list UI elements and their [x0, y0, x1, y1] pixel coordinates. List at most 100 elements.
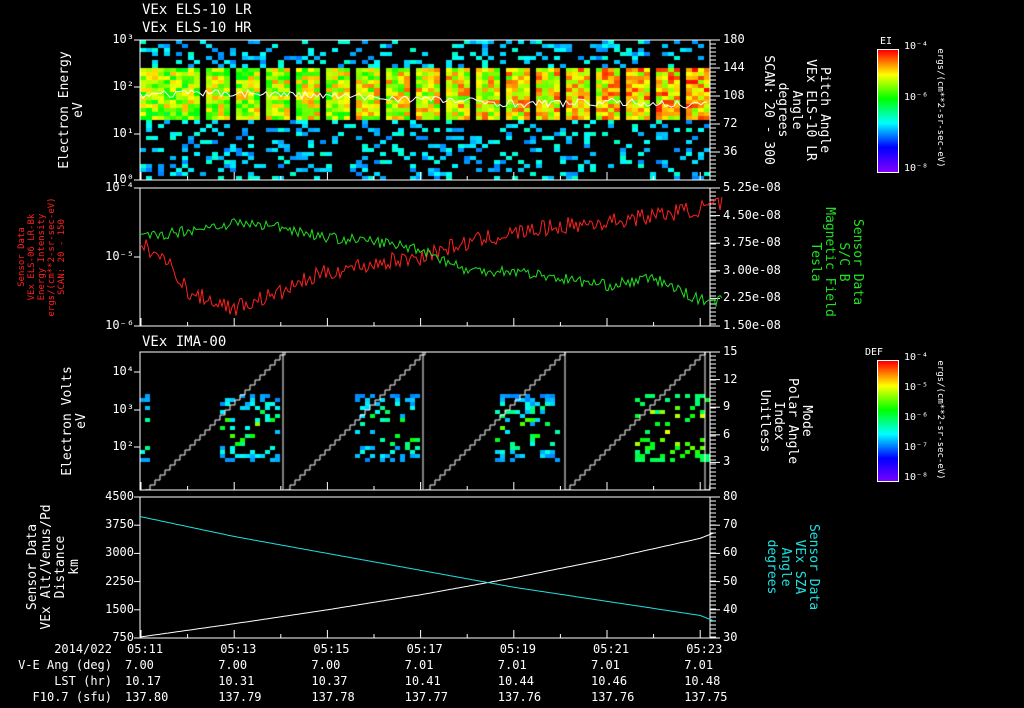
- series-magnetic-field: [139, 218, 723, 308]
- right-tick-label: 50: [723, 573, 738, 588]
- series-sza: [139, 516, 715, 622]
- panel-4-left-axis-title: Sensor Data VEx Alt/Venus/Pd Distance km: [25, 504, 82, 630]
- panel-4-right-axis-title: Sensor Data VEx SZA Angle degrees: [764, 523, 821, 611]
- right-tick-label: 12: [723, 371, 738, 386]
- right-tick-label: 9: [723, 399, 731, 414]
- right-tick-label: 40: [723, 601, 738, 616]
- right-tick-label: 5.25e-08: [723, 180, 781, 194]
- right-tick-label: 60: [723, 545, 738, 560]
- left-tick-label: 4500: [105, 489, 134, 503]
- panel-1-right-axis-title: Pitch Angle VEx ELS-10 LR Angle degrees …: [761, 55, 832, 165]
- x-tick-label: 05:17: [406, 642, 443, 656]
- left-tick-label: 10³: [112, 32, 134, 46]
- ephemeris-value: 10.44: [497, 674, 534, 688]
- x-tick-label: 05:23: [686, 642, 723, 656]
- x-tick-label: 05:13: [220, 642, 257, 656]
- right-tick-label: 144: [723, 60, 745, 74]
- right-tick-label: 6: [723, 426, 731, 441]
- left-tick-label: 10³: [112, 402, 134, 416]
- x-tick-label: 05:15: [313, 642, 350, 656]
- left-tick-label: 10⁻⁵: [105, 249, 134, 263]
- right-tick-label: 3: [723, 454, 731, 469]
- right-tick-label: 180: [723, 32, 745, 46]
- ephemeris-value: 7.00: [125, 658, 154, 672]
- colorbar-tick-label: 10⁻⁷: [904, 442, 929, 453]
- ephemeris-label: V-E Ang (deg): [18, 658, 112, 672]
- colorbar-def-title: DEF: [865, 347, 884, 358]
- ephemeris-value: 10.46: [591, 674, 628, 688]
- right-tick-label: 72: [723, 116, 738, 130]
- ephemeris-value: 10.17: [125, 674, 162, 688]
- title-hr: VEx ELS-10 HR: [142, 20, 252, 36]
- left-tick-label: 10⁴: [112, 364, 134, 378]
- panel-2-right-axis-title: Sensor Data S/C B Magnetic Field Tesla: [808, 207, 865, 317]
- ephemeris-label: LST (hr): [54, 674, 112, 688]
- colorbar-tick-label: 10⁻⁸: [904, 472, 929, 483]
- left-tick-label: 3750: [105, 517, 134, 532]
- ephemeris-value: 10.41: [404, 674, 441, 688]
- colorbar-tick-label: 10⁻⁶: [904, 412, 929, 423]
- ephemeris-value: 137.76: [497, 690, 542, 704]
- x-tick-label: 05:11: [127, 642, 164, 656]
- colorbar-tick-label: 10⁻⁵: [904, 382, 929, 393]
- right-tick-label: 15: [723, 344, 738, 358]
- ephemeris-value: 137.79: [218, 690, 262, 704]
- x-tick-label: 05:21: [593, 642, 630, 656]
- panel3-title: VEx IMA-00: [142, 334, 227, 350]
- colorbar-ei-title: EI: [880, 36, 893, 47]
- x-tick-label: 05:19: [499, 642, 536, 656]
- right-tick-label: 108: [723, 88, 745, 102]
- ephemeris-value: 7.00: [218, 658, 248, 672]
- panel-3-right-axis-title: Mode Polar Angle Index Unitless: [757, 377, 814, 465]
- panel-4-frame: [139, 496, 711, 639]
- left-tick-label: 10²: [112, 439, 134, 453]
- colorbar-tick-label: 10⁻⁸: [904, 163, 929, 174]
- x-axis-date: 2014/022: [54, 642, 112, 656]
- panel-1-frame: [139, 39, 711, 181]
- ephemeris-value: 137.76: [591, 690, 635, 704]
- left-tick-label: 2250: [105, 573, 134, 588]
- right-tick-label: 3.00e-08: [723, 262, 781, 277]
- right-tick-label: 80: [723, 489, 738, 503]
- series-energy-intensity: [139, 196, 723, 316]
- pitch-angle-line: [139, 89, 708, 109]
- left-tick-label: 1500: [105, 601, 134, 616]
- ephemeris-value: 7.01: [591, 658, 620, 672]
- ephemeris-value: 137.80: [125, 690, 169, 704]
- panel-3-left-axis-title: Electron Volts eV: [60, 366, 89, 476]
- series-altitude: [139, 532, 715, 638]
- colorbar-tick-label: 10⁻⁶: [904, 92, 929, 103]
- ephemeris-value: 10.48: [684, 674, 721, 688]
- right-tick-label: 3.75e-08: [723, 235, 781, 250]
- left-tick-label: 10⁰: [112, 172, 134, 186]
- ephemeris-value: 137.77: [404, 690, 448, 704]
- left-tick-label: 10⁻⁶: [105, 318, 134, 332]
- right-tick-label: 1.50e-08: [723, 318, 781, 332]
- els-spectrogram: [140, 40, 710, 180]
- colorbar-ei-units: ergs/(cm**2-sr-sec-eV): [935, 48, 945, 168]
- ephemeris-label: F10.7 (sfu): [32, 690, 112, 704]
- panel-3-frame: [139, 351, 711, 491]
- ephemeris-value: 137.75: [684, 690, 728, 704]
- left-tick-label: 10²: [112, 79, 134, 93]
- panel-2-left-axis-title: Sensor Data VEx ELS-06 LR-Bk Energy Inte…: [17, 197, 67, 317]
- panel-1-left-axis-title: Electron Energy eV: [57, 51, 86, 169]
- left-tick-label: 10¹: [112, 126, 134, 140]
- right-tick-label: 30: [723, 630, 738, 644]
- ephemeris-value: 137.78: [311, 690, 355, 704]
- ephemeris-value: 7.01: [684, 658, 714, 672]
- colorbar-tick-label: 10⁻⁴: [904, 352, 929, 363]
- right-tick-label: 4.50e-08: [723, 207, 781, 222]
- ephemeris-value: 7.01: [497, 658, 527, 672]
- colorbar-def: [877, 360, 899, 482]
- left-tick-label: 10⁻⁴: [105, 180, 134, 194]
- right-tick-label: 70: [723, 517, 738, 532]
- ephemeris-value: 10.31: [218, 674, 255, 688]
- ima-spectrogram: [140, 352, 710, 490]
- left-tick-label: 750: [112, 630, 134, 644]
- left-tick-label: 3000: [105, 545, 134, 560]
- ephemeris-value: 10.37: [311, 674, 348, 688]
- right-tick-label: 36: [723, 144, 738, 158]
- ephemeris-value: 7.00: [311, 658, 341, 672]
